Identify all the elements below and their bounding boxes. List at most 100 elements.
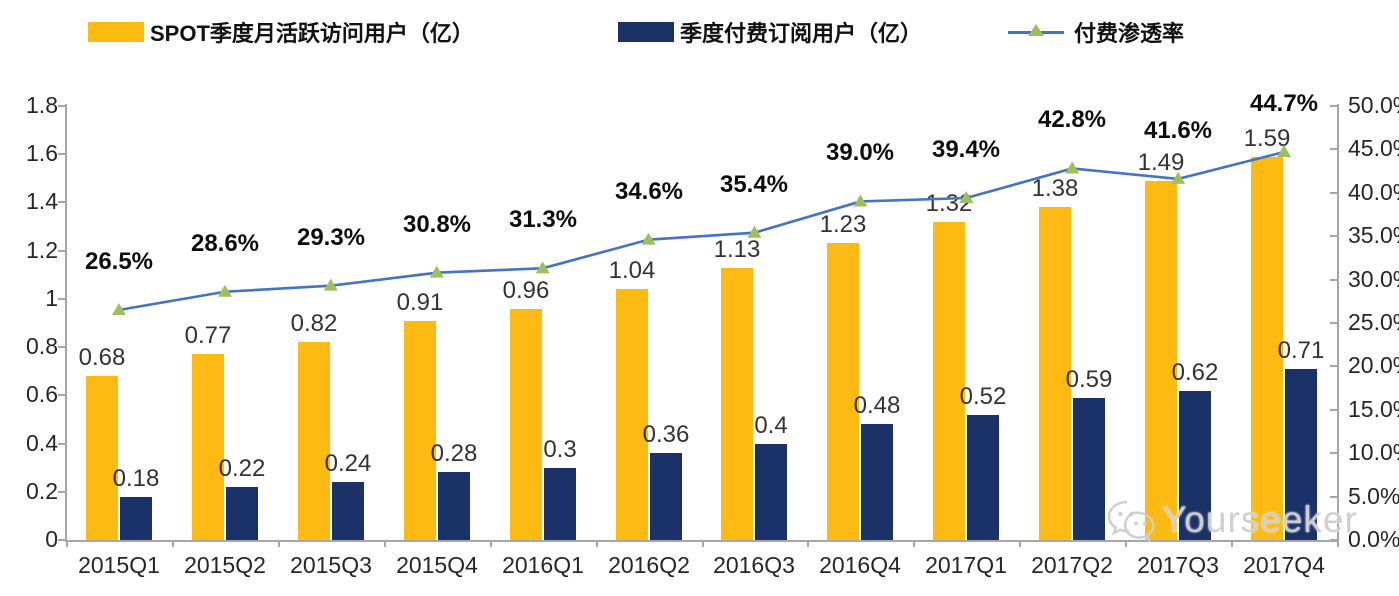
right-axis-tick-label: 15.0% (1348, 396, 1399, 422)
mau-bar (721, 268, 753, 540)
right-axis-tick (1330, 105, 1337, 107)
bottom-axis-tick (596, 542, 598, 547)
mau-bar (298, 342, 330, 540)
left-axis-tick (58, 539, 65, 541)
left-axis-tick-label: 1.2 (26, 237, 58, 263)
paid-bar (544, 468, 576, 540)
left-axis-tick (58, 250, 65, 252)
legend-item-paid: 季度付费订阅用户（亿） (618, 16, 922, 48)
legend-swatch-paid (618, 22, 674, 42)
left-axis-tick (58, 491, 65, 493)
right-axis-tick-label: 25.0% (1348, 309, 1399, 335)
mau-bar-label: 0.82 (290, 310, 338, 337)
left-axis-tick-label: 0 (45, 526, 58, 552)
paid-bar-label: 0.24 (324, 450, 372, 477)
paid-bar-label: 0.52 (959, 383, 1007, 410)
legend-label-paid: 季度付费订阅用户（亿） (680, 21, 923, 46)
mau-bar (192, 354, 224, 540)
triangle-marker (535, 261, 550, 274)
right-axis-tick (1330, 365, 1337, 367)
bottom-axis-tick (913, 542, 915, 547)
bottom-axis-tick (702, 542, 704, 547)
watermark: Yourseeker (1106, 498, 1358, 542)
paid-bar (650, 453, 682, 540)
bottom-axis (65, 540, 1339, 542)
right-axis-tick (1330, 322, 1337, 324)
right-axis-tick (1330, 192, 1337, 194)
left-axis-tick (58, 298, 65, 300)
mau-bar-label: 1.32 (925, 190, 973, 217)
paid-bar (967, 415, 999, 540)
x-axis-label: 2017Q2 (1031, 552, 1113, 578)
left-axis-tick-label: 0.6 (26, 381, 58, 407)
paid-bar-label: 0.62 (1171, 359, 1219, 386)
left-axis-tick (58, 394, 65, 396)
paid-bar-label: 0.59 (1065, 366, 1113, 393)
mau-bar-label: 0.91 (396, 289, 444, 316)
left-axis-tick (58, 346, 65, 348)
x-axis-label: 2016Q4 (819, 552, 901, 578)
triangle-marker (429, 265, 444, 278)
right-axis-tick (1330, 409, 1337, 411)
x-axis-label: 2015Q2 (184, 552, 266, 578)
right-axis-tick (1330, 452, 1337, 454)
x-axis-label: 2016Q2 (608, 552, 690, 578)
wechat-icon (1107, 500, 1155, 542)
bottom-axis-tick (1019, 542, 1021, 547)
right-axis-tick (1330, 148, 1337, 150)
x-axis-label: 2016Q1 (502, 552, 584, 578)
mau-bar-label: 0.96 (502, 277, 550, 304)
bottom-axis-tick (1337, 542, 1339, 547)
left-axis-tick-label: 1 (45, 285, 58, 311)
bottom-axis-tick (1231, 542, 1233, 547)
bottom-axis-tick (1125, 542, 1127, 547)
right-axis-tick-label: 5.0% (1348, 483, 1399, 509)
right-axis (1337, 104, 1339, 541)
paid-bar (1285, 369, 1317, 540)
right-axis-tick-label: 35.0% (1348, 222, 1399, 248)
mau-bar-label: 1.13 (713, 236, 761, 263)
mau-bar-label: 1.38 (1031, 175, 1079, 202)
left-axis-tick-label: 0.2 (26, 478, 58, 504)
triangle-marker (111, 302, 126, 315)
bottom-axis-tick (807, 542, 809, 547)
triangle-marker (1065, 161, 1080, 174)
triangle-marker (853, 194, 868, 207)
x-axis-label: 2017Q3 (1137, 552, 1219, 578)
left-axis (65, 104, 67, 541)
right-axis-tick-label: 45.0% (1348, 135, 1399, 161)
left-axis-tick-label: 1.6 (26, 140, 58, 166)
left-axis-tick (58, 153, 65, 155)
bottom-axis-tick (66, 542, 68, 547)
left-axis-tick-label: 0.4 (26, 430, 58, 456)
legend-label-mau: SPOT季度月活跃访问用户（亿） (150, 21, 474, 46)
paid-bar-label: 0.18 (112, 465, 160, 492)
legend-item-penetration: 付费渗透率 (1008, 16, 1184, 48)
left-axis-tick-label: 1.4 (26, 188, 58, 214)
x-axis-label: 2016Q3 (713, 552, 795, 578)
x-axis-label: 2017Q4 (1243, 552, 1325, 578)
right-axis-tick-label: 40.0% (1348, 179, 1399, 205)
right-axis-tick (1330, 235, 1337, 237)
watermark-text: Yourseeker (1162, 499, 1358, 540)
x-axis-label: 2015Q3 (290, 552, 372, 578)
paid-bar-label: 0.28 (430, 440, 478, 467)
penetration-label: 35.4% (719, 171, 789, 198)
right-axis-tick-label: 20.0% (1348, 352, 1399, 378)
bottom-axis-tick (172, 542, 174, 547)
legend-line-marker (1008, 22, 1064, 42)
legend-item-mau: SPOT季度月活跃访问用户（亿） (88, 16, 474, 48)
paid-bar-label: 0.71 (1277, 337, 1325, 364)
mau-bar (86, 376, 118, 540)
penetration-label: 39.4% (931, 136, 1001, 163)
bottom-axis-tick (278, 542, 280, 547)
paid-bar-label: 0.48 (853, 392, 901, 419)
mau-bar (404, 321, 436, 540)
triangle-marker (323, 278, 338, 291)
right-axis-tick-label: 30.0% (1348, 266, 1399, 292)
legend-swatch-mau (88, 22, 144, 42)
paid-bar-label: 0.4 (754, 412, 788, 439)
mau-bar (616, 289, 648, 540)
paid-bar (755, 444, 787, 540)
